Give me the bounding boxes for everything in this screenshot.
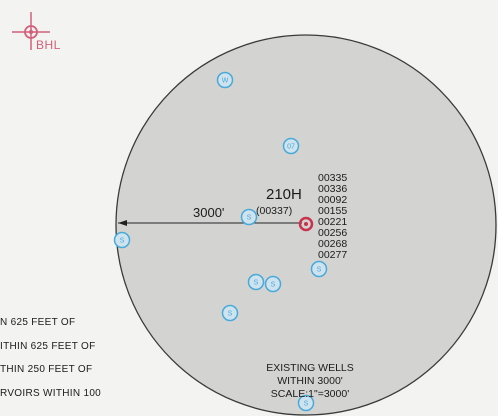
svg-text:S: S [304,401,309,408]
existing-well-icon: S [264,275,282,293]
existing-well-icon: S [240,208,258,226]
svg-text:S: S [254,280,259,287]
existing-well-icon: W [216,71,234,89]
svg-text:S: S [271,282,276,289]
svg-text:W: W [222,78,229,85]
existing-well-icon: S [310,260,328,278]
existing-well-icon: S [113,231,131,249]
existing-well-icon: 07 [282,137,300,155]
radius-dimension-line [118,220,302,226]
svg-text:S: S [317,267,322,274]
existing-well-icon: S [221,304,239,322]
existing-well-icon: S [247,273,265,291]
svg-text:S: S [120,238,125,245]
svg-text:S: S [228,311,233,318]
existing-wells-layer: W 07 S S S S S S [113,71,328,412]
bhl-crosshair-icon [12,12,50,50]
subject-well-icon [298,216,314,232]
svg-text:S: S [247,215,252,222]
existing-well-icon: S [297,394,315,412]
svg-text:07: 07 [287,144,295,151]
